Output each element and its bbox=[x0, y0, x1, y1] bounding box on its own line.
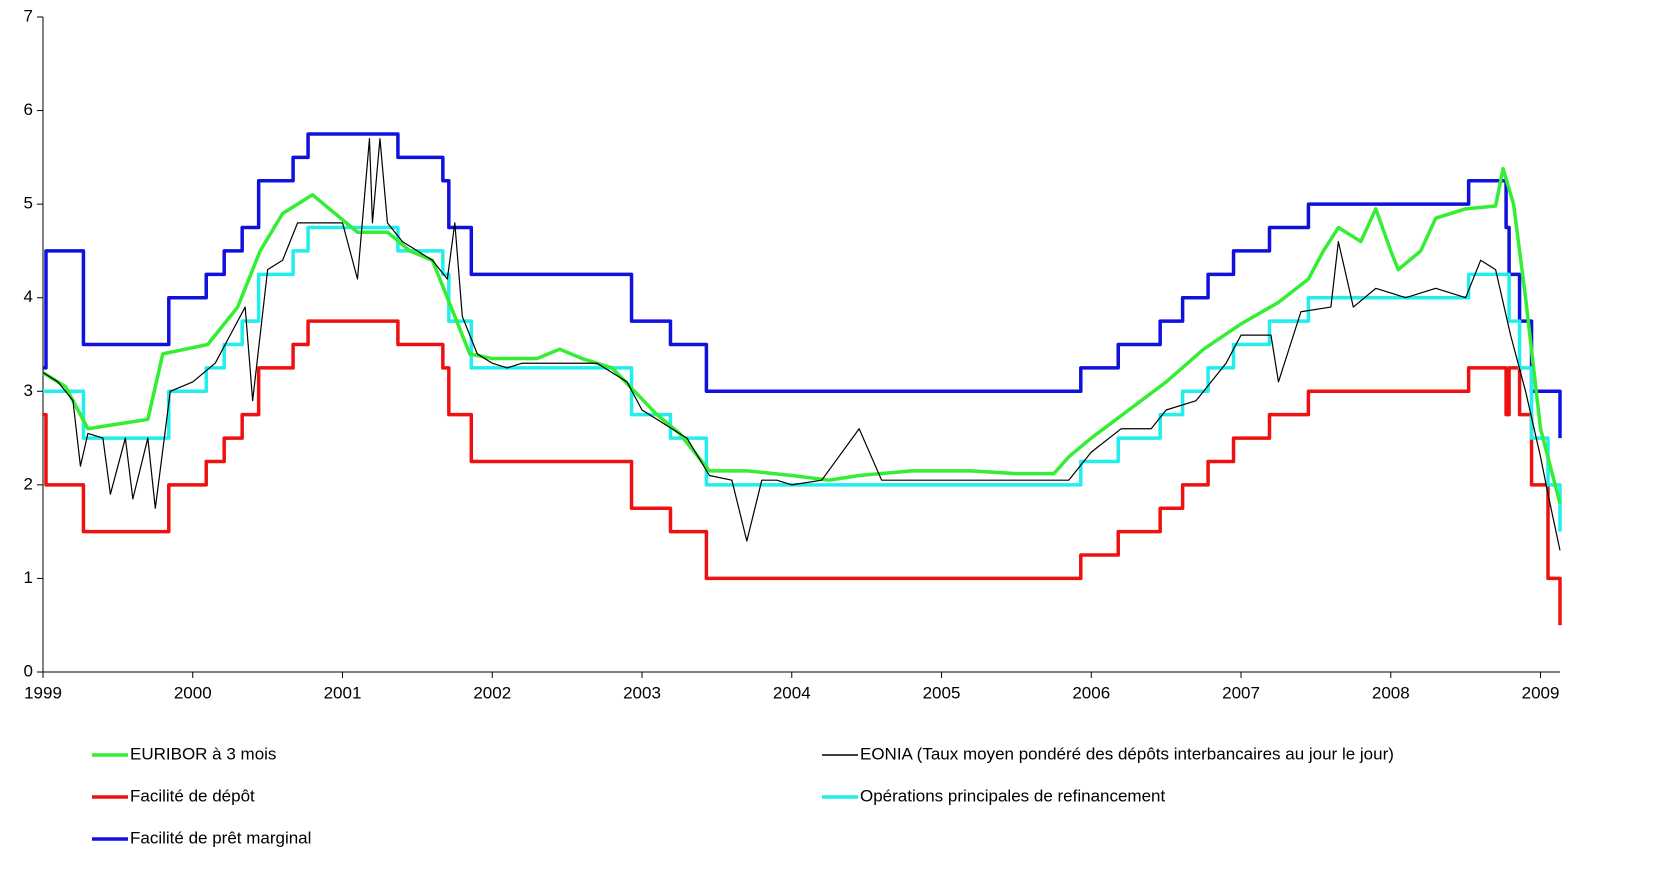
series-line bbox=[42, 138, 1561, 551]
legend-label: EURIBOR à 3 mois bbox=[130, 744, 276, 763]
legend-label: Facilité de prêt marginal bbox=[130, 828, 311, 847]
x-tick-label: 2000 bbox=[174, 683, 212, 702]
y-tick-label: 1 bbox=[24, 568, 33, 587]
y-tick-label: 7 bbox=[24, 6, 33, 25]
y-tick-label: 3 bbox=[24, 381, 33, 400]
x-tick-label: 2001 bbox=[324, 683, 362, 702]
y-tick-label: 2 bbox=[24, 474, 33, 493]
x-tick-label: 1999 bbox=[24, 683, 62, 702]
y-tick-label: 0 bbox=[24, 661, 33, 680]
x-tick-label: 2008 bbox=[1372, 683, 1410, 702]
series-line bbox=[43, 132, 1562, 439]
series-line bbox=[42, 166, 1562, 505]
legend-label: Facilité de dépôt bbox=[130, 786, 255, 805]
legend-label: EONIA (Taux moyen pondéré des dépôts int… bbox=[860, 744, 1394, 763]
x-tick-label: 2004 bbox=[773, 683, 811, 702]
x-tick-label: 2006 bbox=[1072, 683, 1110, 702]
x-tick-label: 2009 bbox=[1522, 683, 1560, 702]
series-line bbox=[43, 225, 1562, 532]
y-tick-label: 4 bbox=[24, 287, 33, 306]
x-tick-label: 2003 bbox=[623, 683, 661, 702]
series-line bbox=[43, 319, 1562, 626]
x-tick-label: 2002 bbox=[473, 683, 511, 702]
x-tick-label: 2007 bbox=[1222, 683, 1260, 702]
legend-label: Opérations principales de refinancement bbox=[860, 786, 1166, 805]
y-tick-label: 5 bbox=[24, 194, 33, 213]
y-tick-label: 6 bbox=[24, 100, 33, 119]
x-tick-label: 2005 bbox=[923, 683, 961, 702]
